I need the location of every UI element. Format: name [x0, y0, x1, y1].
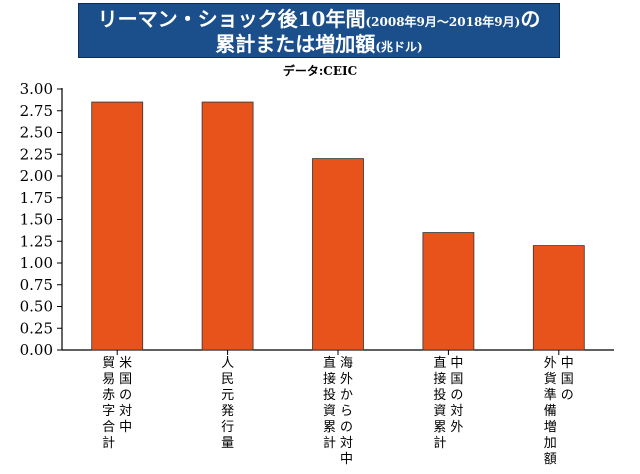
y-tick-label: 3.00: [20, 80, 53, 98]
chart-unit-label: (兆ドル): [375, 40, 423, 54]
chart-title-main: リーマン・ショック後10年間: [97, 7, 366, 31]
data-source-label: データ:CEIC: [282, 64, 358, 78]
chart-title-suffix: の: [520, 7, 541, 31]
chart-title-period: (2008年9月～2018年9月): [365, 15, 521, 29]
bar: [201, 101, 254, 351]
x-tick-label: 直接投資累計: [433, 356, 447, 451]
y-tick-label: 2.75: [20, 102, 53, 120]
x-tick-label: 貿易赤字合計: [102, 356, 116, 451]
x-tick-label: 米国の対中: [119, 356, 133, 435]
y-tick-label: 2.50: [20, 124, 53, 142]
bar: [422, 232, 475, 351]
y-tick-label: 2.00: [20, 167, 53, 185]
x-tick-label: 人民元発行量: [221, 356, 235, 451]
chart-subtitle-main: 累計または増加額: [215, 32, 376, 56]
y-tick-label: 1.50: [20, 211, 53, 229]
y-tick-label: 0.00: [20, 341, 53, 359]
bar: [91, 101, 144, 351]
x-tick-label: 海外からの対中: [339, 356, 353, 467]
bar: [312, 158, 364, 351]
chart-title-line2: 累計または増加額(兆ドル): [79, 32, 559, 59]
y-tick-label: 1.75: [20, 189, 53, 207]
x-tick-label: 外貨準備増加額: [543, 356, 557, 467]
x-tick-label: 中国の対外: [450, 356, 464, 435]
y-tick-label: 0.25: [20, 319, 53, 337]
chart-title-box: リーマン・ショック後10年間(2008年9月～2018年9月)の 累計または増加…: [78, 3, 560, 58]
y-tick-label: 2.25: [20, 145, 53, 163]
y-tick-label: 0.50: [20, 298, 53, 316]
y-tick-label: 1.25: [20, 232, 53, 250]
bar: [532, 245, 585, 351]
x-tick-label: 中国の: [560, 356, 574, 403]
y-tick-label: 1.00: [20, 254, 53, 272]
x-tick-label: 直接投資累計: [322, 356, 336, 451]
chart-title-line1: リーマン・ショック後10年間(2008年9月～2018年9月)の: [79, 7, 559, 34]
y-tick-label: 0.75: [20, 276, 53, 294]
